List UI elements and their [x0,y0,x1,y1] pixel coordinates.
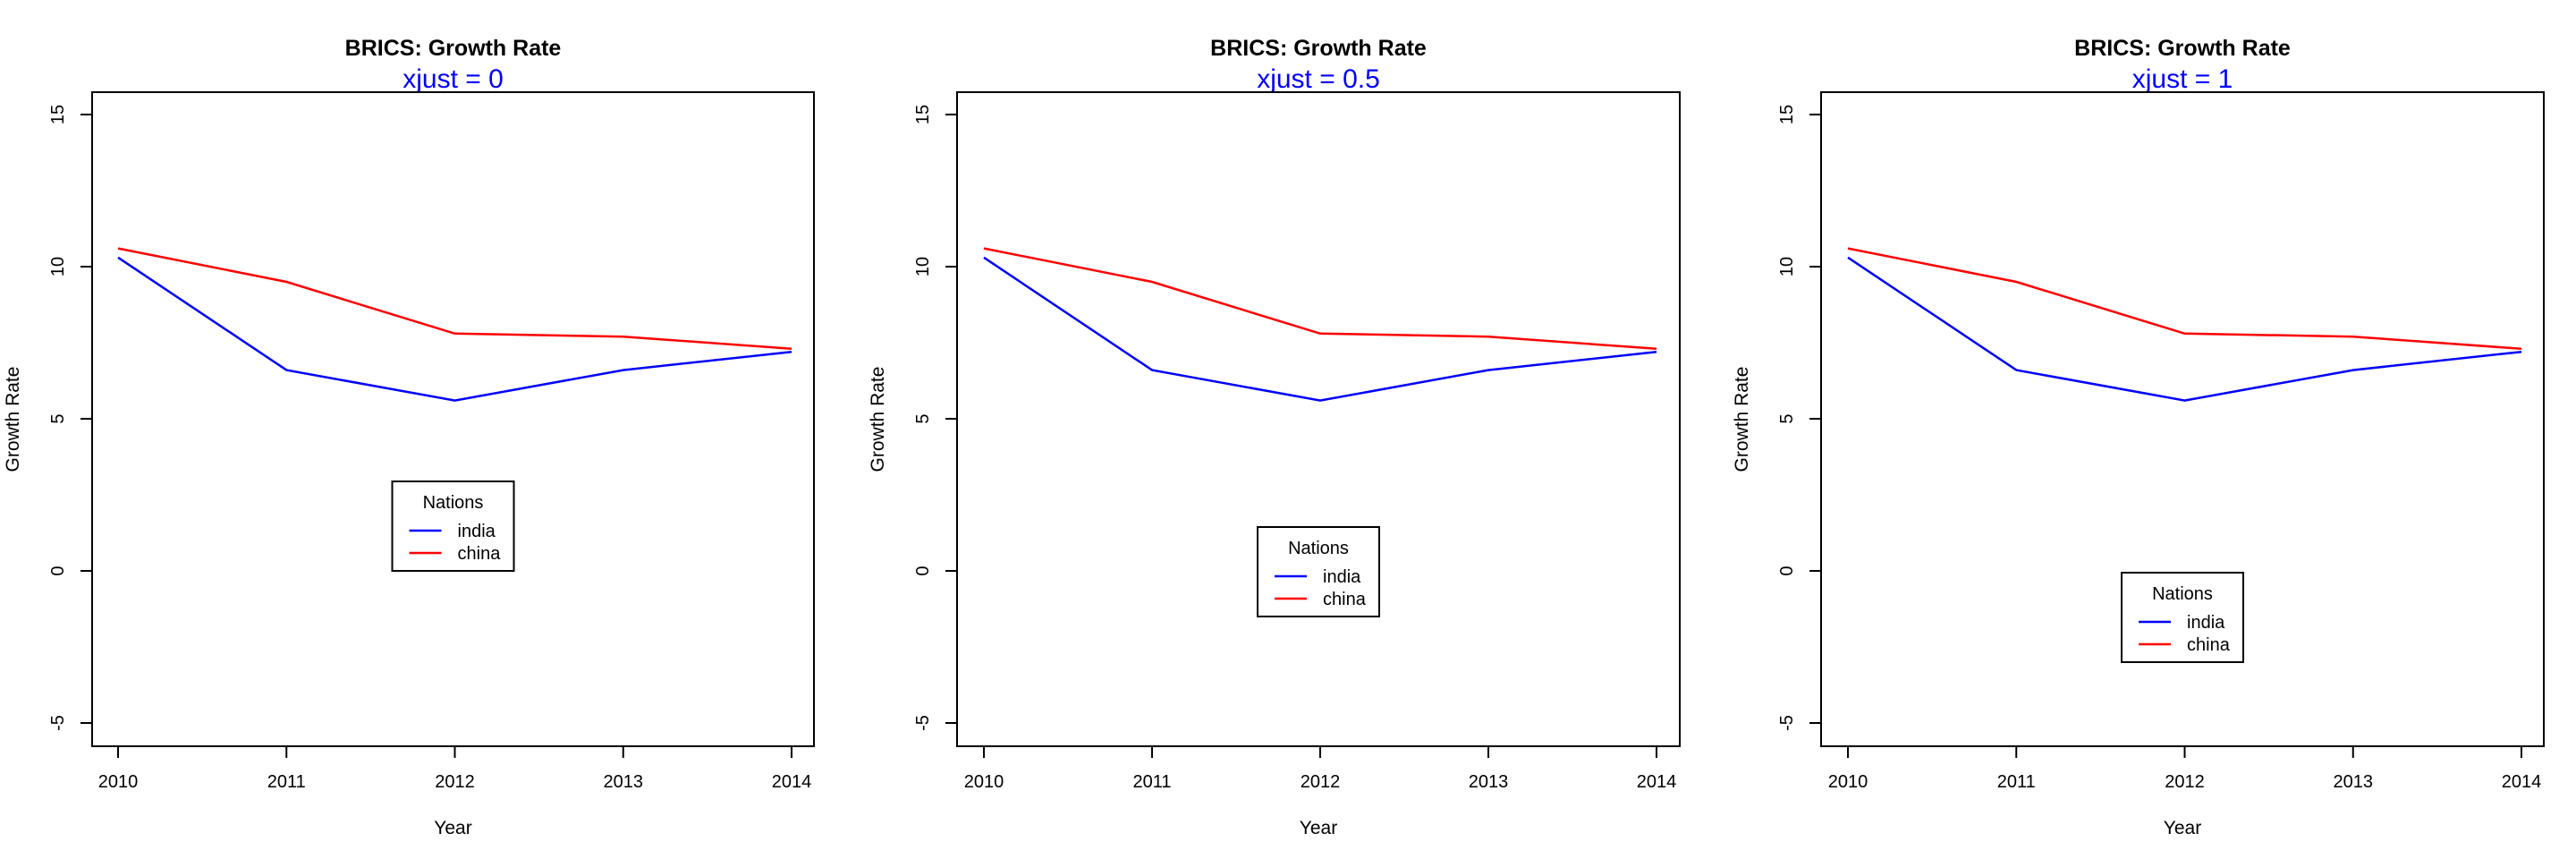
y-tick-label: 10 [913,257,933,276]
series-line-china [117,247,792,351]
chart-title: BRICS: Growth Rate [2074,36,2291,61]
chart-panel-2: BRICS: Growth Rate xjust = 0.5 2010 2011 201… [868,36,1681,838]
x-tick-label: 2013 [1469,772,1509,792]
x-tick-label: 2013 [604,772,644,792]
legend-entry-india: india [458,522,496,541]
x-tick-label: 2012 [435,772,475,792]
legend-entry-china: china [2187,635,2231,655]
legend-frame [1257,526,1380,617]
plot-frame [956,91,1681,747]
y-tick-label: 5 [48,413,68,423]
x-tick-label: 2010 [98,772,139,792]
y-tick-label: 10 [48,257,68,276]
x-tick-label: 2011 [1997,772,2036,792]
legend: Nations india china [391,481,515,572]
y-tick-label: 10 [1777,257,1797,276]
x-tick-label: 2010 [1828,772,1868,792]
chart-title: BRICS: Growth Rate [345,36,562,61]
y-tick-label: 0 [48,566,68,575]
y-axis-label: Growth Rate [1732,367,1752,472]
legend-entry-china: china [458,544,502,564]
chart-title: BRICS: Growth Rate [1210,36,1427,61]
legend: Nations india china [1257,526,1380,617]
legend-entry-india: india [2187,613,2225,633]
series-line-china [983,247,1657,351]
y-tick-label: 0 [1777,566,1797,575]
x-tick-label: 2010 [964,772,1004,792]
chart-subtitle: xjust = 0.5 [1257,64,1380,94]
y-axis-label: Growth Rate [868,367,888,472]
y-tick-label: 15 [48,105,68,124]
series-line-china [1847,247,2522,351]
legend-frame [2121,572,2244,663]
y-tick-label: 5 [913,413,933,423]
chart-subtitle: xjust = 0 [402,64,504,94]
legend-title: Nations [423,493,484,513]
x-axis-label: Year [1300,818,1337,838]
x-axis-label: Year [2164,818,2201,838]
legend-entry-china: china [1323,590,1367,609]
chart-subtitle: xjust = 1 [2132,64,2233,94]
y-tick-label: -5 [913,715,933,731]
x-tick-label: 2012 [2165,772,2205,792]
y-tick-label: 5 [1777,413,1797,423]
y-tick-label: -5 [48,715,68,731]
y-tick-label: 0 [913,566,933,575]
plot-frame [91,91,815,747]
y-axis-label: Growth Rate [3,367,23,472]
x-tick-label: 2013 [2334,772,2374,792]
series-line-india [117,256,792,402]
y-tick-label: 15 [1777,105,1797,124]
series-line-india [983,256,1657,402]
y-tick-label: -5 [1777,715,1797,731]
x-tick-label: 2012 [1301,772,1341,792]
chart-panel-1: BRICS: Growth Rate xjust = 0 2010 2011 2012 2… [3,36,815,838]
legend-title: Nations [1288,539,1349,558]
legend-entry-india: india [1323,567,1361,587]
legend-title: Nations [2152,584,2213,604]
y-tick-label: 15 [913,105,933,124]
legend-frame [391,481,515,572]
chart-panel-3: BRICS: Growth Rate xjust = 1 2010 2011 2012 2… [1732,36,2545,838]
series-line-india [1847,256,2522,402]
x-tick-label: 2011 [1132,772,1171,792]
x-axis-label: Year [434,818,471,838]
x-tick-label: 2014 [772,772,812,792]
x-tick-label: 2011 [267,772,306,792]
x-tick-label: 2014 [2502,772,2542,792]
x-tick-label: 2014 [1637,772,1677,792]
